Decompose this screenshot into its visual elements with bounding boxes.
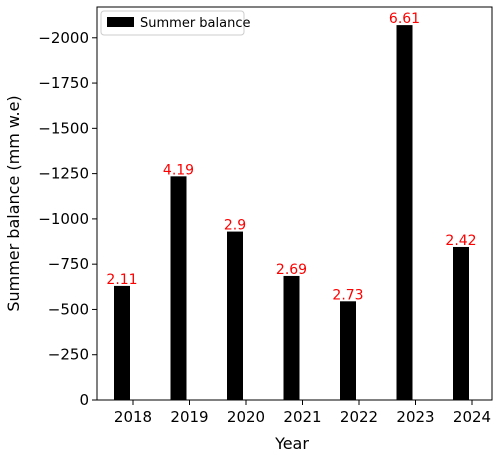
y-tick-label: −750 [48,255,89,273]
bar-2020 [227,231,243,400]
y-tick-label: −1500 [38,119,89,137]
x-axis-label: Year [274,434,309,453]
x-tick-label-2019: 2019 [170,408,208,426]
y-tick-label: −2000 [38,29,89,47]
x-tick-label-2022: 2022 [340,408,378,426]
x-tick-label-2021: 2021 [283,408,321,426]
bar-2019 [170,176,187,400]
bar-value-label-2022: 2.73 [332,287,363,303]
bar-2021 [283,275,300,400]
plot-frame [96,6,493,401]
y-axis-label: Summer balance (mm w.e) [4,95,23,311]
bar-value-label-2021: 2.69 [276,262,307,278]
bar-2024 [453,246,469,400]
bar-2023 [396,25,413,401]
y-axis-ticks: 0 −250 −500 −750 −1000 −1250 −1500 −1750 −2000 [38,29,97,409]
x-tick-label-2020: 2020 [227,408,265,426]
bar-value-label-2023: 6.61 [389,11,420,27]
bar-value-label-2019: 4.19 [163,162,194,178]
bar-2018 [114,285,130,400]
y-tick-label: −1250 [38,165,89,183]
legend: Summer balance [100,10,250,36]
bar-labels-group: 2.11 4.19 2.9 2.69 2.73 6.61 2.42 [106,11,476,303]
x-tick-label-2023: 2023 [396,408,434,426]
legend-label: Summer balance [140,16,250,31]
y-tick-label: −1000 [38,210,89,228]
x-axis-ticks: 2018 2019 2020 2021 2022 2023 2024 [114,400,491,426]
y-tick-label: −1750 [38,74,89,92]
x-tick-label-2018: 2018 [114,408,152,426]
bars-group [114,25,469,401]
bar-value-label-2020: 2.9 [224,218,246,234]
bar-value-label-2018: 2.11 [106,272,137,288]
legend-swatch [107,17,134,27]
bar-value-label-2024: 2.42 [445,233,476,249]
x-tick-label-2024: 2024 [453,408,491,426]
bar-2022 [340,301,356,400]
legend-frame [100,10,245,36]
y-tick-label: 0 [79,391,89,409]
y-tick-label: −250 [48,346,89,364]
y-tick-label: −500 [48,300,89,318]
